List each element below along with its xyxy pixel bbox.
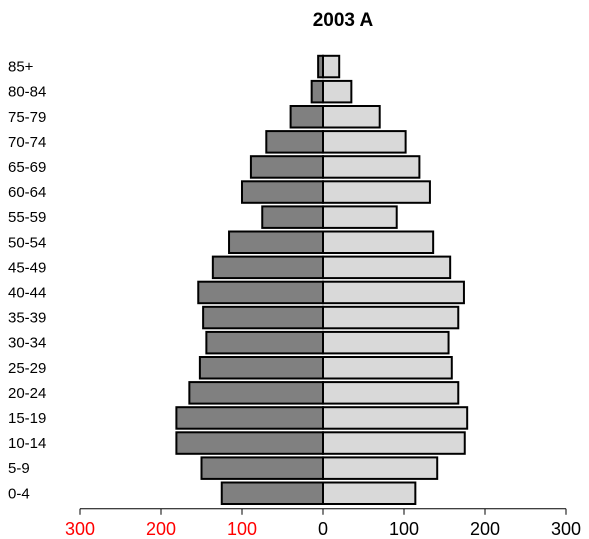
- y-tick-label: 85+: [8, 59, 34, 76]
- x-tick-label: 200: [146, 519, 176, 539]
- y-tick-label: 10-14: [8, 435, 46, 452]
- y-tick-label: 0-4: [8, 485, 30, 502]
- bar-left-5-9: [200, 456, 324, 480]
- bar-left-25-29: [198, 356, 325, 380]
- bar-left-75-79: [289, 105, 325, 129]
- bar-left-35-39: [202, 305, 324, 330]
- bar-left-10-14: [175, 431, 324, 455]
- y-tick-label: 30-34: [8, 335, 46, 352]
- y-tick-label: 45-49: [8, 259, 46, 276]
- x-tick-label: 0: [318, 519, 328, 539]
- bar-right-15-19: [322, 406, 469, 430]
- bar-right-20-24: [322, 381, 460, 405]
- bar-right-5-9: [322, 456, 439, 480]
- bar-right-75-79: [322, 105, 381, 129]
- y-tick-label: 15-19: [8, 410, 46, 427]
- bar-right-55-59: [322, 205, 398, 229]
- bar-right-65-69: [322, 155, 421, 179]
- x-tick-label: 300: [551, 519, 581, 539]
- bar-left-80-84: [310, 79, 325, 104]
- y-tick-label: 75-79: [8, 109, 46, 126]
- bar-right-0-4: [322, 481, 417, 505]
- x-tick-label: 100: [227, 519, 257, 539]
- bar-right-85+: [322, 54, 341, 79]
- bar-left-70-74: [265, 130, 324, 154]
- bar-left-45-49: [211, 255, 324, 280]
- y-tick-label: 65-69: [8, 159, 46, 176]
- bar-right-40-44: [322, 280, 465, 305]
- y-tick-label: 70-74: [8, 134, 46, 151]
- bar-left-20-24: [188, 381, 324, 405]
- bar-right-10-14: [322, 431, 466, 455]
- bar-left-50-54: [228, 230, 324, 254]
- bar-left-15-19: [175, 406, 324, 430]
- y-tick-label: 25-29: [8, 360, 46, 377]
- bar-left-55-59: [261, 205, 324, 229]
- x-axis: 300 200 100 0 100 200 300: [65, 508, 581, 539]
- y-tick-label: 80-84: [8, 84, 46, 101]
- bar-left-40-44: [197, 280, 324, 305]
- bar-left-0-4: [220, 481, 324, 505]
- bar-right-60-64: [322, 180, 431, 204]
- chart-title: 2003 A: [313, 10, 374, 31]
- y-tick-label: 40-44: [8, 284, 46, 301]
- y-tick-label: 5-9: [8, 460, 30, 477]
- bar-left-60-64: [241, 180, 324, 204]
- bar-right-80-84: [322, 79, 353, 104]
- bar-right-45-49: [322, 255, 452, 280]
- y-tick-label: 20-24: [8, 385, 46, 402]
- x-tick-label: 200: [470, 519, 500, 539]
- bars-group: [175, 54, 469, 505]
- bar-left-30-34: [205, 330, 324, 355]
- y-tick-label: 55-59: [8, 209, 46, 226]
- x-tick-label: 100: [389, 519, 419, 539]
- bar-right-35-39: [322, 305, 460, 330]
- bar-left-65-69: [249, 155, 324, 179]
- bar-right-30-34: [322, 330, 450, 355]
- bar-right-50-54: [322, 230, 435, 254]
- y-tick-label: 35-39: [8, 310, 46, 327]
- bar-right-25-29: [322, 356, 453, 380]
- y-tick-label: 50-54: [8, 234, 46, 251]
- y-tick-label: 60-64: [8, 184, 46, 201]
- x-tick-label: 300: [65, 519, 95, 539]
- y-axis-labels: 0-4 5-9 10-14 15-19 20-24 25-29 30-34 35-39 40-4…: [8, 59, 46, 503]
- bar-right-70-74: [322, 130, 407, 154]
